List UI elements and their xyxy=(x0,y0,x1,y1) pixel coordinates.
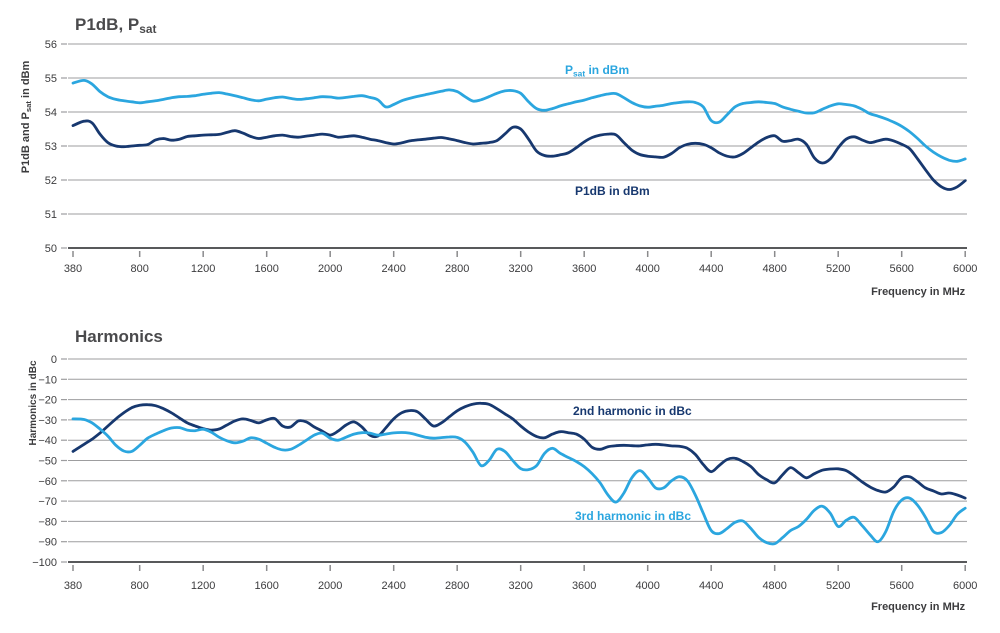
y-tick-label: −70 xyxy=(38,496,57,508)
y-tick-label: 51 xyxy=(45,209,57,221)
x-tick-label: 4400 xyxy=(699,263,723,275)
x-tick-label: 2400 xyxy=(381,580,405,592)
x-tick-label: 4800 xyxy=(762,263,786,275)
x-tick-label: 800 xyxy=(130,263,148,275)
x-tick-label: 800 xyxy=(130,580,148,592)
x-tick-label: 2000 xyxy=(318,580,342,592)
y-tick-label: −90 xyxy=(38,537,57,549)
x-tick-label: 5600 xyxy=(889,263,913,275)
x-tick-label: 2000 xyxy=(318,263,342,275)
y-tick-label: 56 xyxy=(45,39,57,51)
y-tick-label: −30 xyxy=(38,415,57,427)
series-label-harmonic3: 3rd harmonic in dBc xyxy=(575,509,691,523)
series-label-psat: Psat in dBm xyxy=(565,63,629,79)
x-tick-label: 3200 xyxy=(508,580,532,592)
x-tick-label: 5200 xyxy=(826,580,850,592)
y-tick-label: 55 xyxy=(45,73,57,85)
y-tick-label: −40 xyxy=(38,435,57,447)
y-axis-label: Harmonics in dBc xyxy=(28,360,39,445)
series-label-harmonic2: 2nd harmonic in dBc xyxy=(573,404,692,418)
x-tick-label: 2800 xyxy=(445,580,469,592)
x-tick-label: 1200 xyxy=(191,263,215,275)
y-tick-label: 0 xyxy=(51,354,57,366)
y-axis-label: P1dB and Psat in dBm xyxy=(20,60,33,173)
x-tick-label: 3200 xyxy=(508,263,532,275)
x-tick-label: 1600 xyxy=(254,580,278,592)
y-tick-label: 53 xyxy=(45,141,57,153)
x-axis-label: Frequency in MHz xyxy=(871,286,966,298)
x-tick-label: 2400 xyxy=(381,263,405,275)
x-axis-label: Frequency in MHz xyxy=(871,601,966,613)
x-tick-label: 3600 xyxy=(572,263,596,275)
x-tick-label: 6000 xyxy=(953,580,977,592)
x-tick-label: 6000 xyxy=(953,263,977,275)
y-tick-label: −50 xyxy=(38,456,57,468)
series-line-harmonic3 xyxy=(71,417,967,546)
y-tick-label: −60 xyxy=(38,476,57,488)
y-tick-label: 52 xyxy=(45,175,57,187)
y-tick-label: 50 xyxy=(45,243,57,255)
x-tick-label: 5600 xyxy=(889,580,913,592)
x-tick-label: 3600 xyxy=(572,580,596,592)
series-line-harmonic2 xyxy=(71,401,967,500)
series-label-p1db: P1dB in dBm xyxy=(575,184,650,198)
y-tick-label: −20 xyxy=(38,395,57,407)
series-line-p1db xyxy=(71,119,967,191)
x-tick-label: 1600 xyxy=(254,263,278,275)
x-tick-label: 380 xyxy=(64,580,82,592)
chart-title: P1dB, Psat xyxy=(75,15,156,36)
y-tick-label: 54 xyxy=(45,107,57,119)
x-tick-label: 4000 xyxy=(635,580,659,592)
x-tick-label: 4000 xyxy=(635,263,659,275)
y-tick-label: −10 xyxy=(38,374,57,386)
series-line-psat xyxy=(71,79,967,163)
y-tick-label: −80 xyxy=(38,516,57,528)
y-tick-label: −100 xyxy=(32,557,57,569)
x-tick-label: 380 xyxy=(64,263,82,275)
x-tick-label: 4400 xyxy=(699,580,723,592)
x-tick-label: 4800 xyxy=(762,580,786,592)
x-tick-label: 5200 xyxy=(826,263,850,275)
chart-title: Harmonics xyxy=(75,327,163,346)
x-tick-label: 2800 xyxy=(445,263,469,275)
chart-p1db-psat: 56 55 54 53 52 51 50 380 800 1200 1600 2000 2400 2800… xyxy=(20,15,977,298)
x-tick-label: 1200 xyxy=(191,580,215,592)
chart-harmonics: 0 −10 −20 −30 −40 −50 −60 −70 −80 −90 −100 380 800 12… xyxy=(28,327,977,613)
